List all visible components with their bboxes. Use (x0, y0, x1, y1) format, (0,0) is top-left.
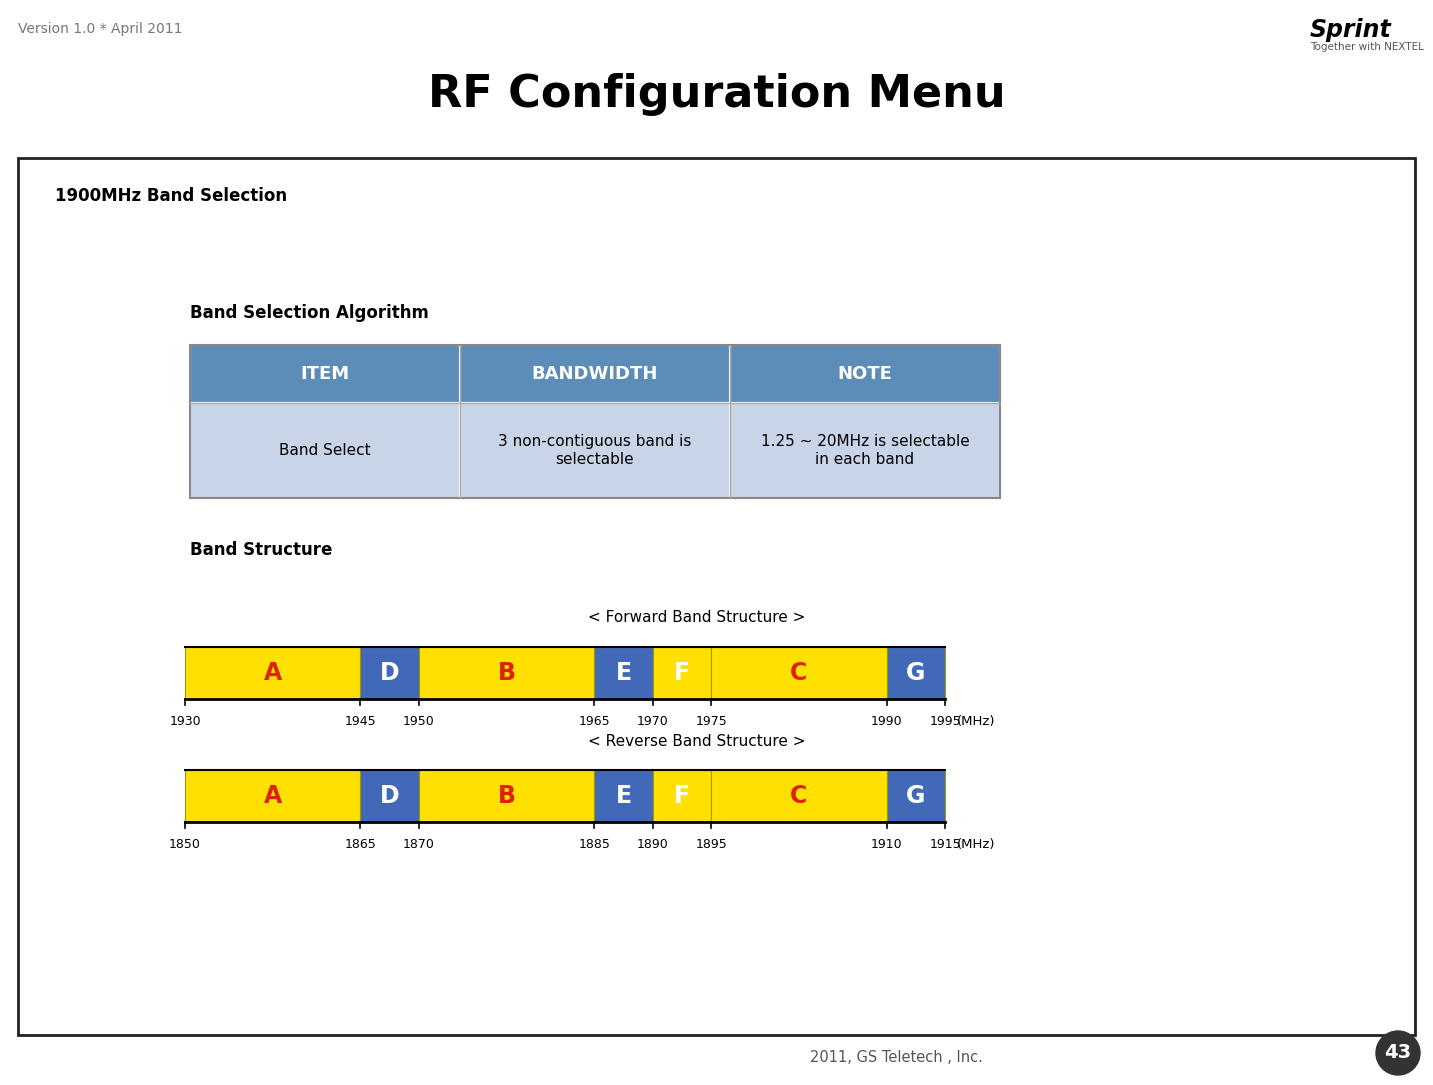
Text: 1950: 1950 (403, 715, 434, 728)
Text: 3 non-contiguous band is
selectable: 3 non-contiguous band is selectable (499, 434, 692, 467)
Text: F: F (674, 661, 689, 685)
Bar (191, 345, 460, 403)
Text: 1975: 1975 (695, 715, 727, 728)
Bar (418, 647, 595, 699)
Bar (360, 770, 418, 822)
Text: C: C (790, 784, 807, 808)
Bar (595, 647, 652, 699)
Bar (460, 345, 729, 403)
Bar (185, 770, 360, 822)
Bar (711, 770, 887, 822)
Text: Version 1.0 * April 2011: Version 1.0 * April 2011 (19, 22, 182, 36)
Text: Sprint: Sprint (1310, 18, 1391, 42)
Bar (191, 345, 1000, 498)
Text: Band Select: Band Select (279, 443, 371, 458)
Text: Together with NEXTEL: Together with NEXTEL (1310, 42, 1424, 52)
Circle shape (1376, 1031, 1420, 1075)
Text: D: D (380, 661, 400, 685)
Bar (711, 647, 887, 699)
Text: BANDWIDTH: BANDWIDTH (532, 365, 658, 383)
Text: D: D (380, 784, 400, 808)
Text: 1895: 1895 (695, 838, 727, 851)
Bar (191, 403, 460, 498)
Bar (729, 345, 1000, 403)
Bar (460, 403, 729, 498)
Text: 1870: 1870 (403, 838, 434, 851)
Text: F: F (674, 784, 689, 808)
Bar (887, 647, 944, 699)
Text: 1900MHz Band Selection: 1900MHz Band Selection (54, 187, 287, 205)
Bar (360, 647, 418, 699)
Bar (185, 647, 360, 699)
Text: 1.25 ~ 20MHz is selectable
in each band: 1.25 ~ 20MHz is selectable in each band (761, 434, 969, 467)
Text: Band Selection Algorithm: Band Selection Algorithm (191, 304, 428, 322)
Text: 1990: 1990 (871, 715, 903, 728)
Text: 1965: 1965 (579, 715, 610, 728)
Text: B: B (497, 661, 516, 685)
Text: RF Configuration Menu: RF Configuration Menu (427, 74, 1006, 116)
Bar (418, 770, 595, 822)
Text: (MHz): (MHz) (957, 838, 996, 851)
Text: < Reverse Band Structure >: < Reverse Band Structure > (588, 733, 805, 749)
Text: < Forward Band Structure >: < Forward Band Structure > (588, 611, 805, 625)
Bar (595, 770, 652, 822)
Text: C: C (790, 661, 807, 685)
Text: E: E (615, 784, 632, 808)
Text: 1910: 1910 (871, 838, 903, 851)
Text: 1865: 1865 (344, 838, 377, 851)
Text: B: B (497, 784, 516, 808)
Text: G: G (906, 661, 926, 685)
Text: 1890: 1890 (636, 838, 669, 851)
Bar (652, 647, 711, 699)
Text: 1995: 1995 (929, 715, 960, 728)
Bar (729, 403, 1000, 498)
Text: 1850: 1850 (169, 838, 201, 851)
Text: NOTE: NOTE (837, 365, 893, 383)
Text: G: G (906, 784, 926, 808)
Text: A: A (264, 784, 282, 808)
Text: (MHz): (MHz) (957, 715, 996, 728)
Bar (652, 770, 711, 822)
Text: 43: 43 (1384, 1044, 1412, 1062)
Text: A: A (264, 661, 282, 685)
Text: ITEM: ITEM (301, 365, 350, 383)
Text: 1915: 1915 (929, 838, 960, 851)
Text: 2011, GS Teletech , Inc.: 2011, GS Teletech , Inc. (810, 1049, 983, 1064)
Text: E: E (615, 661, 632, 685)
Bar (887, 770, 944, 822)
Text: 1945: 1945 (344, 715, 377, 728)
Text: 1885: 1885 (579, 838, 610, 851)
Text: Band Structure: Band Structure (191, 541, 332, 559)
Text: 1970: 1970 (636, 715, 669, 728)
Bar (19, 158, 1414, 1035)
Text: 1930: 1930 (169, 715, 201, 728)
